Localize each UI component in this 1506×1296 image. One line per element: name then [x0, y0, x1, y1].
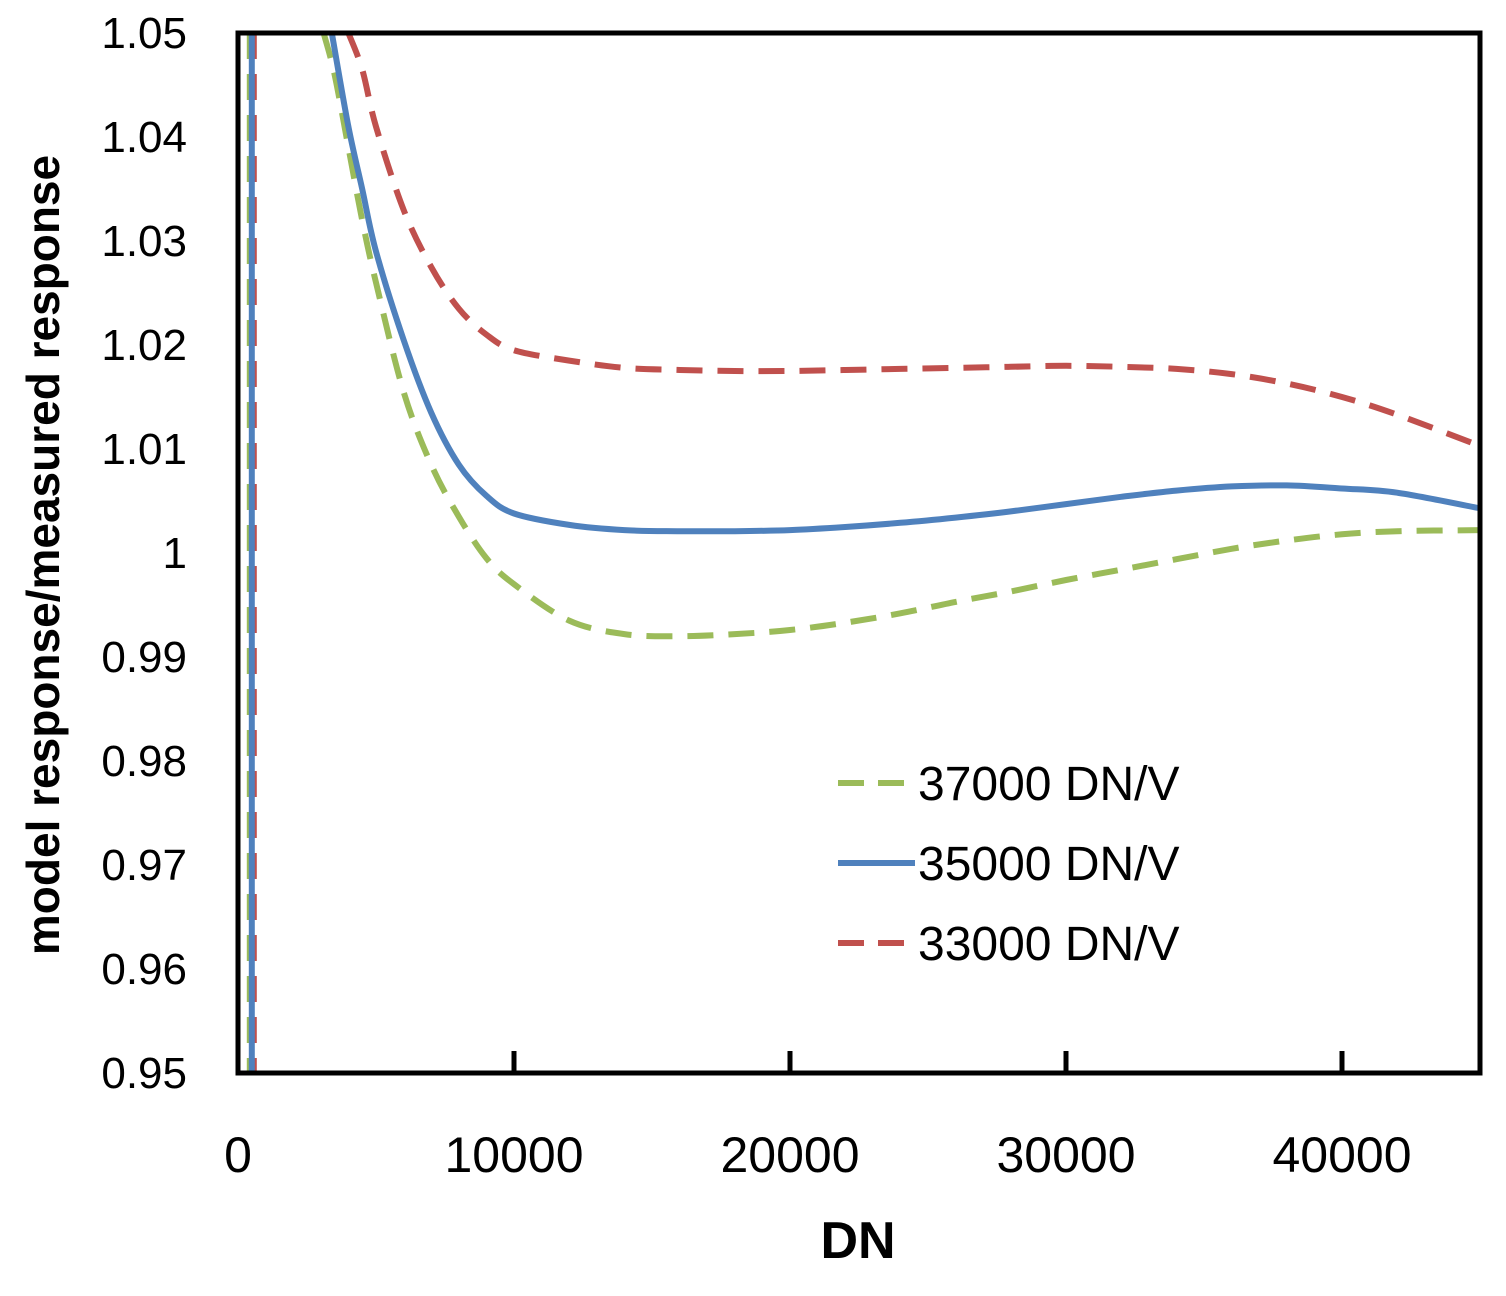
x-axis-title: DN [820, 1212, 895, 1270]
x-tick-label: 40000 [1272, 1127, 1411, 1183]
x-tick-label: 20000 [720, 1127, 859, 1183]
y-tick-label: 0.95 [101, 1049, 187, 1098]
x-tick-label: 0 [224, 1127, 252, 1183]
plot-area-frame [235, 30, 1483, 1076]
legend-label: 33000 DN/V [918, 918, 1180, 971]
series-line [320, 33, 1480, 640]
legend-label: 37000 DN/V [918, 758, 1180, 811]
y-tick-label: 1.01 [101, 425, 187, 474]
y-tick-label: 1.04 [101, 113, 187, 162]
x-axis: 0 10000 20000 30000 40000 [224, 1051, 1412, 1183]
y-tick-label: 1.03 [101, 217, 187, 266]
y-tick-label: 0.97 [101, 841, 187, 890]
legend-label: 35000 DN/V [918, 838, 1180, 891]
y-tick-label: 0.99 [101, 633, 187, 682]
x-tick-label: 10000 [444, 1127, 583, 1183]
y-tick-label: 0.96 [101, 945, 187, 994]
plot-curves [246, 33, 1480, 1073]
y-axis: 0.95 0.96 0.97 0.98 0.99 1 1.01 1.02 1.03 1.04 1.0… [101, 9, 187, 1098]
legend: 37000 DN/V 35000 DN/V 33000 DN/V [838, 758, 1180, 971]
y-axis-title: model response/measured response [17, 155, 69, 955]
y-tick-label: 0.98 [101, 737, 187, 786]
series-line [345, 33, 1480, 449]
series-line [328, 33, 1480, 535]
y-tick-label: 1.02 [101, 321, 187, 370]
y-tick-label: 1 [163, 529, 187, 578]
y-tick-label: 1.05 [101, 9, 187, 58]
x-tick-label: 30000 [996, 1127, 1135, 1183]
